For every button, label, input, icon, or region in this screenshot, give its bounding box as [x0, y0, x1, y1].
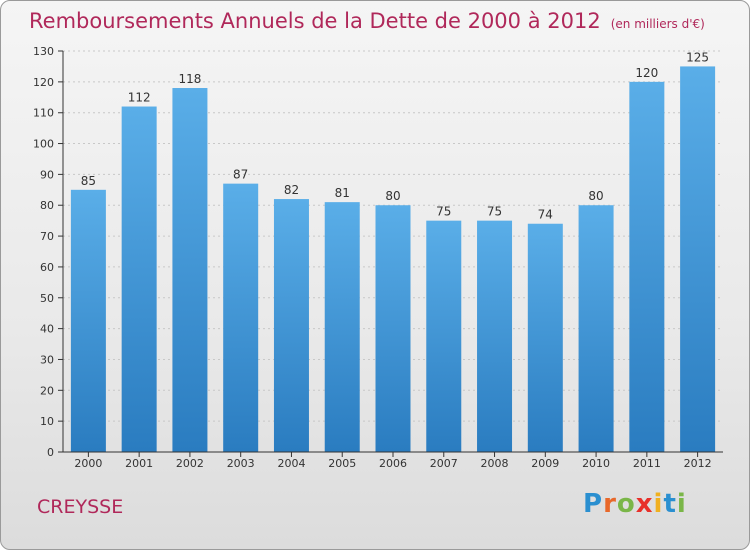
- chart-title-text: Remboursements Annuels de la Dette de 20…: [29, 9, 601, 33]
- bar-2008: [477, 220, 513, 452]
- bar-2005: [324, 202, 360, 452]
- y-tick-label: 100: [33, 138, 54, 151]
- x-tick-label: 2004: [277, 457, 305, 470]
- axes: 0 10 20 30 40 50 60 70 80 90 100 110 120 130 2000 2001 2…: [33, 45, 723, 470]
- bar-2003: [223, 183, 259, 452]
- x-tick-label: 2009: [531, 457, 559, 470]
- bar-value-label: 125: [686, 50, 709, 64]
- chart-unit: (en milliers d'€): [610, 17, 705, 31]
- x-tick-label: 2010: [582, 457, 610, 470]
- y-tick-label: 70: [40, 230, 54, 243]
- bar-value-label: 87: [233, 168, 248, 182]
- chart-title: Remboursements Annuels de la Dette de 20…: [29, 9, 705, 33]
- bar-value-label: 112: [128, 91, 151, 105]
- y-tick-label: 80: [40, 199, 54, 212]
- x-tick-label: 2001: [125, 457, 153, 470]
- bar-value-label: 81: [335, 186, 350, 200]
- bar-2000: [70, 189, 106, 453]
- y-tick-label: 110: [33, 107, 54, 120]
- y-tick-label: 20: [40, 384, 54, 397]
- logo-letter: i: [653, 489, 664, 519]
- x-tick-label: 2012: [684, 457, 712, 470]
- x-tick-label: 2007: [430, 457, 458, 470]
- bar-2004: [273, 199, 309, 452]
- logo-letter: r: [603, 489, 617, 519]
- y-tick-label: 10: [40, 415, 54, 428]
- y-tick-label: 40: [40, 323, 54, 336]
- bar-2010: [578, 205, 614, 452]
- logo-letter: o: [616, 489, 636, 519]
- x-tick-label: 2003: [227, 457, 255, 470]
- logo-letter: t: [663, 489, 677, 519]
- x-tick-label: 2008: [481, 457, 509, 470]
- x-tick-label: 2006: [379, 457, 407, 470]
- bar-2011: [629, 81, 665, 452]
- bar-2006: [375, 205, 411, 452]
- place-name: CREYSSE: [37, 496, 124, 518]
- bar-value-label: 80: [588, 189, 603, 203]
- bar-value-label: 85: [81, 174, 96, 188]
- y-tick-label: 30: [40, 353, 54, 366]
- bar-value-label: 118: [178, 72, 201, 86]
- x-tick-label: 2000: [74, 457, 102, 470]
- bar-value-label: 80: [385, 189, 400, 203]
- y-tick-label: 50: [40, 292, 54, 305]
- bar-value-label: 75: [436, 205, 451, 219]
- y-tick-label: 60: [40, 261, 54, 274]
- bar-value-label: 75: [487, 205, 502, 219]
- logo-letter: i: [676, 489, 687, 519]
- x-tick-label: 2005: [328, 457, 356, 470]
- bar-2002: [172, 88, 208, 452]
- y-tick-label: 0: [47, 446, 54, 459]
- x-tick-label: 2011: [633, 457, 661, 470]
- bar-value-label: 74: [538, 208, 553, 222]
- y-tick-label: 130: [33, 45, 54, 58]
- bar-2012: [680, 66, 716, 452]
- logo-letter: P: [583, 489, 604, 519]
- y-tick-label: 90: [40, 168, 54, 181]
- proxiti-logo[interactable]: Proxiti: [583, 489, 687, 519]
- bar-2009: [527, 223, 563, 452]
- bar-2001: [121, 106, 157, 453]
- bars: 85 112 118 87 82 81 80 75 75 74 80 120 125: [70, 50, 716, 453]
- bar-value-label: 120: [635, 66, 658, 80]
- logo-letter: x: [635, 489, 654, 519]
- bar-value-label: 82: [284, 183, 299, 197]
- y-tick-label: 120: [33, 76, 54, 89]
- x-tick-label: 2002: [176, 457, 204, 470]
- bar-2007: [426, 220, 462, 452]
